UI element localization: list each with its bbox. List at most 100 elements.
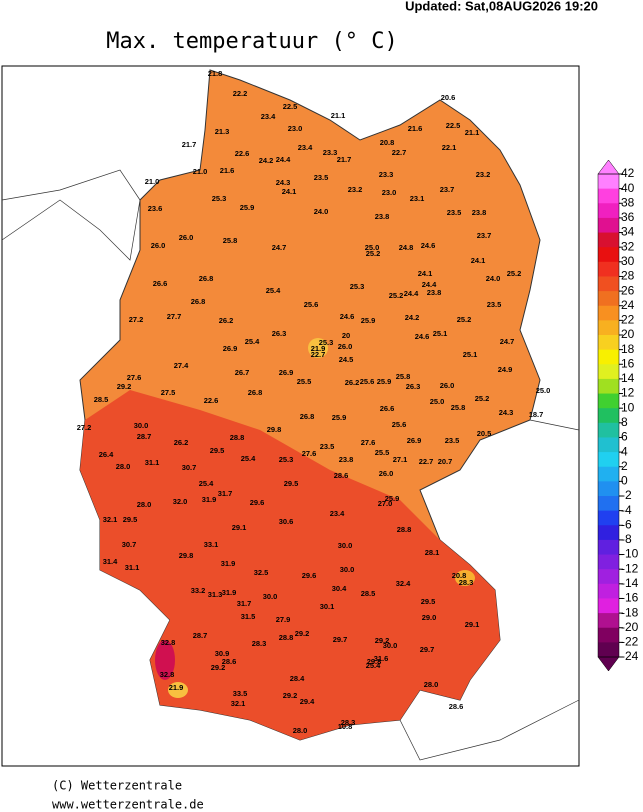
color-step [598, 452, 619, 468]
station-value: 23.5 [314, 173, 329, 182]
station-value: 32.8 [161, 638, 176, 647]
station-value: 21.9 [169, 683, 184, 692]
cool-spot [308, 338, 328, 358]
station-value: 24.9 [498, 365, 513, 374]
color-step [598, 203, 619, 219]
tick-label: 14 [621, 371, 635, 385]
station-value: 30.6 [279, 517, 294, 526]
station-value: 22.2 [233, 89, 248, 98]
station-value: 29.5 [421, 597, 436, 606]
tick-label: 36 [621, 210, 635, 224]
tick-label: -20 [621, 620, 639, 634]
station-value: 23.4 [261, 112, 276, 121]
hot-spot [155, 640, 175, 680]
station-value: 25.2 [389, 291, 404, 300]
station-value: 29.5 [284, 479, 299, 488]
station-value: 25.1 [433, 329, 448, 338]
station-value: 31.1 [125, 563, 140, 572]
station-value: 22.6 [235, 149, 250, 158]
station-value: 25.2 [457, 315, 472, 324]
station-value: 25.6 [360, 377, 375, 386]
station-value: 28.0 [116, 462, 131, 471]
station-value: 24.0 [314, 207, 329, 216]
station-value: 27.2 [129, 315, 144, 324]
station-value: 28.3 [459, 578, 474, 587]
tick-label: -12 [621, 561, 639, 575]
station-value: 29.2 [375, 636, 390, 645]
station-value: 28.0 [293, 726, 308, 735]
station-value: 25.0 [536, 386, 551, 395]
station-value: 27.4 [174, 361, 189, 370]
station-value: 28.6 [334, 471, 349, 480]
tick-label: 42 [621, 166, 635, 180]
station-value: 28.8 [279, 633, 294, 642]
color-step [598, 291, 619, 307]
station-value: 27.9 [276, 615, 291, 624]
station-value: 23.4 [298, 143, 313, 152]
tick-label: 18 [621, 342, 635, 356]
station-value: 24.5 [339, 355, 354, 364]
station-value: 25.9 [361, 316, 376, 325]
station-value: 32.0 [173, 497, 188, 506]
station-value: 26.0 [440, 381, 455, 390]
station-value: 10.8 [338, 722, 353, 731]
station-value: 28.3 [252, 639, 267, 648]
color-step [598, 554, 619, 570]
tick-label: 10 [621, 400, 635, 414]
station-value: 24.1 [282, 187, 297, 196]
station-value: 25.9 [240, 203, 255, 212]
station-value: 29.7 [333, 635, 348, 644]
border [399, 699, 580, 761]
tick-label: -18 [621, 605, 639, 619]
color-step [598, 217, 619, 234]
station-value: 29.1 [232, 523, 247, 532]
station-value: 33.2 [191, 586, 206, 595]
color-step [598, 320, 619, 336]
station-value: 30.7 [182, 463, 197, 472]
tick-label: -4 [621, 503, 632, 517]
map [1, 65, 580, 767]
color-step [598, 364, 619, 380]
station-value: 24.6 [421, 241, 436, 250]
station-value: 21.7 [182, 140, 197, 149]
station-value: 32.4 [396, 579, 411, 588]
station-value: 32.8 [160, 670, 175, 679]
station-value: 29.4 [300, 697, 315, 706]
station-value: 24.7 [500, 337, 515, 346]
station-value: 31.9 [222, 588, 237, 597]
station-value: 24.6 [415, 332, 430, 341]
station-value: 26.6 [380, 404, 395, 413]
tick-label: 16 [621, 356, 635, 370]
station-value: 31.6 [374, 654, 389, 663]
station-value: 30.0 [338, 541, 353, 550]
station-value: 24.4 [404, 289, 419, 298]
station-value: 21.8 [208, 69, 223, 78]
color-step [598, 437, 619, 453]
station-value: 24.4 [276, 155, 291, 164]
tick-label: 12 [621, 386, 635, 400]
color-step [598, 335, 619, 351]
color-step [598, 642, 619, 658]
tick-label: 30 [621, 254, 635, 268]
station-value: 26.4 [99, 450, 114, 459]
tick-label: 20 [621, 327, 635, 341]
station-value: 23.0 [288, 124, 303, 133]
station-value: 31.7 [237, 599, 252, 608]
station-value: 24.3 [276, 178, 291, 187]
station-value: 27.7 [167, 312, 182, 321]
tick-label: 38 [621, 195, 635, 209]
color-step [598, 613, 619, 629]
station-value: 29.8 [267, 425, 282, 434]
color-step [598, 188, 619, 204]
station-value: 21.6 [408, 124, 423, 133]
station-value: 26.8 [248, 388, 263, 397]
station-value: 25.6 [392, 420, 407, 429]
station-value: 25.4 [241, 454, 256, 463]
station-value: 26.9 [279, 368, 294, 377]
border [1, 169, 141, 261]
station-value: 30.4 [332, 584, 347, 593]
tick-label: 28 [621, 269, 635, 283]
station-value: 26.2 [345, 378, 360, 387]
station-value: 28.8 [397, 525, 412, 534]
